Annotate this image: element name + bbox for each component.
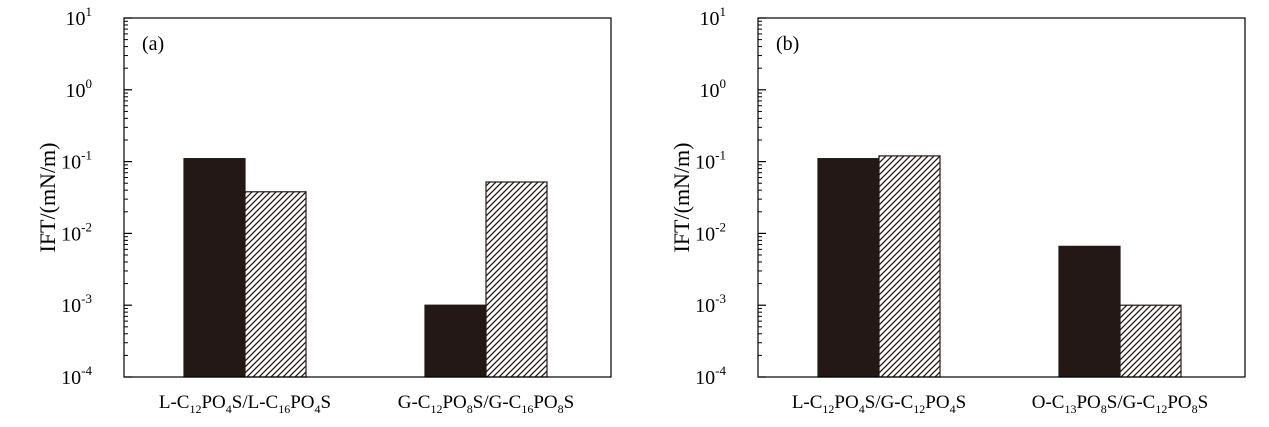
chart-panel-b: 101 100 10-1 10-2 10-3 10-4 IFT/(mN/m) (b) L-C12… (669, 4, 1246, 416)
y-axis-title: IFT/(mN/m) (669, 143, 694, 253)
y-tick-label: 100 (66, 76, 93, 102)
bar-hatched-2 (485, 181, 548, 378)
y-tick-label: 10-4 (695, 363, 726, 389)
category-label-2: G-C12PO8S/G-C16PO8S (398, 392, 574, 416)
y-tick-label: 10-3 (695, 291, 726, 317)
panel-label: (a) (142, 33, 164, 55)
category-label-2: O-C13PO8S/G-C12PO8S (1032, 392, 1208, 416)
panel-label: (b) (776, 33, 799, 55)
y-tick-label: 10-3 (61, 291, 92, 317)
y-tick-label: 101 (66, 4, 93, 30)
y-tick-label: 10-4 (61, 363, 92, 389)
bar-hatched-1 (244, 191, 307, 378)
bar-solid-1 (817, 158, 880, 378)
bar-hatched-2 (1119, 304, 1182, 378)
y-tick-label: 101 (700, 4, 727, 30)
category-label-1: L-C12PO4S/L-C16PO4S (159, 392, 331, 416)
category-label-1: L-C12PO4S/G-C12PO4S (792, 392, 966, 416)
plot-frame (757, 17, 1246, 378)
bar-solid-2 (1058, 245, 1121, 378)
y-tick-label: 10-1 (695, 148, 726, 174)
y-tick-label: 100 (700, 76, 727, 102)
y-axis-title: IFT/(mN/m) (35, 143, 60, 253)
chart-panel-a: 101 100 10-1 10-2 10-3 10-4 IFT/(mN/m) (a) L-C12… (35, 4, 612, 416)
y-tick-label: 10-1 (61, 148, 92, 174)
plot-frame (123, 17, 612, 378)
y-tick-label: 10-2 (61, 219, 92, 245)
bar-hatched-1 (878, 155, 941, 378)
bar-solid-2 (424, 304, 487, 378)
y-tick-label: 10-2 (695, 219, 726, 245)
bar-solid-1 (183, 158, 246, 378)
